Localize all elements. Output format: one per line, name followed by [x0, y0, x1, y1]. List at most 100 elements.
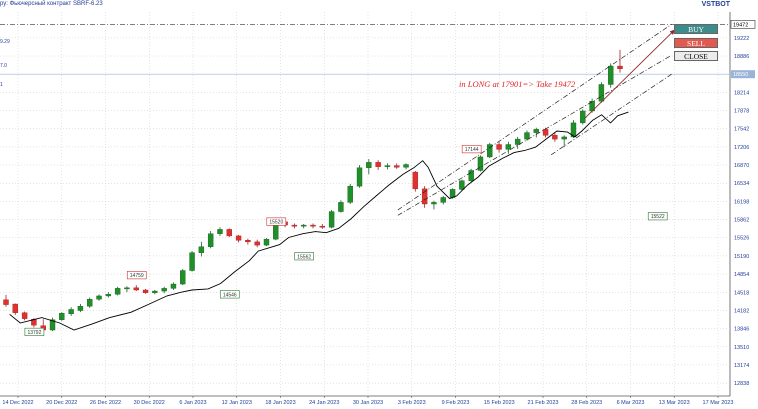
price-label: 14759 — [130, 273, 144, 279]
candle-body — [21, 312, 28, 319]
candle-body — [347, 185, 353, 203]
candle-body — [3, 299, 9, 305]
candle-body — [496, 144, 502, 150]
candle-body — [105, 294, 112, 297]
x-tick-label: 3 Feb 2023 — [398, 400, 426, 406]
x-tick-label: 12 Jan 2023 — [222, 400, 252, 406]
price-label: 17144 — [465, 147, 479, 153]
y-tick-label: 17206 — [734, 145, 749, 151]
price-label: 15520 — [269, 220, 283, 226]
y-tick-label: 15190 — [734, 254, 749, 260]
candle-body — [245, 240, 251, 243]
candle-body — [170, 283, 177, 289]
candle-body — [487, 144, 493, 158]
trend-channel-line — [550, 73, 672, 156]
candle-body — [338, 202, 344, 212]
candle-body — [477, 156, 484, 171]
candle-body — [96, 295, 102, 300]
candle-body — [254, 241, 260, 246]
trend-channel-line — [397, 54, 672, 216]
candle-body — [319, 225, 326, 228]
y-tick-label: 16870 — [734, 163, 749, 169]
candle-body — [394, 165, 400, 168]
y-tick-label: 13174 — [734, 363, 749, 369]
candle-body — [59, 313, 65, 320]
candle-body — [226, 229, 232, 237]
y-tick-label: 18886 — [734, 54, 749, 60]
y-tick-label: 13510 — [734, 345, 749, 351]
candle-body — [514, 138, 521, 145]
buy-button[interactable]: BUY — [674, 24, 718, 34]
candle-body — [384, 165, 391, 167]
candle-body — [189, 252, 195, 271]
candle-body — [87, 298, 93, 307]
candle-body — [524, 132, 530, 140]
candle-body — [161, 288, 167, 292]
x-tick-label: 13 Mar 2023 — [659, 400, 690, 406]
price-label: 15562 — [297, 254, 311, 260]
trade-annotation: in LONG at 17901=> Take 19472 — [459, 79, 576, 89]
candle-body — [440, 197, 446, 203]
x-tick-label: 21 Feb 2023 — [528, 400, 559, 406]
price-label-box — [126, 271, 147, 280]
x-tick-label: 17 Mar 2023 — [703, 400, 734, 406]
y-tick-label: 12838 — [734, 381, 749, 387]
moving-average-line — [9, 111, 629, 331]
close-button[interactable]: CLOSE — [674, 51, 718, 61]
sell-button[interactable]: SELL — [674, 38, 718, 48]
x-tick-label: 15 Feb 2023 — [484, 400, 515, 406]
y-tick-label: 13846 — [734, 327, 749, 333]
left-value-3: 1 — [0, 82, 3, 88]
candle-body — [542, 129, 549, 136]
x-tick-label: 9 Feb 2023 — [442, 400, 470, 406]
candle-body — [217, 229, 223, 234]
candle-body — [570, 122, 577, 138]
y-tick-label: 18214 — [734, 90, 749, 96]
price-label: 14546 — [223, 292, 237, 298]
current-price-box — [731, 70, 755, 79]
candle-body — [533, 129, 539, 133]
candle-body — [505, 144, 512, 150]
candle-body — [152, 290, 158, 293]
candle-body — [180, 270, 186, 285]
candle-body — [561, 136, 567, 140]
candle-body — [77, 306, 84, 311]
candle-body — [617, 65, 623, 69]
price-label: 13792 — [27, 330, 41, 336]
candle-body — [49, 319, 56, 331]
candle-body — [431, 202, 437, 205]
candle-body — [421, 188, 428, 205]
candle-body — [375, 162, 381, 167]
candle-body — [449, 189, 456, 198]
candle-body — [552, 135, 558, 140]
candle-body — [468, 170, 474, 181]
y-tick-label: 17878 — [734, 109, 749, 115]
candle-body — [356, 167, 363, 187]
current-price-label: 18550 — [733, 72, 748, 78]
y-tick-label: 14182 — [734, 308, 749, 314]
x-tick-label: 20 Dec 2022 — [46, 400, 77, 406]
x-tick-label: 6 Jan 2023 — [179, 400, 206, 406]
candle-body — [235, 235, 242, 241]
candle-body — [328, 211, 335, 228]
y-tick-label: 19222 — [734, 36, 749, 42]
candle-body — [263, 238, 270, 246]
y-tick-label: 17542 — [734, 127, 749, 133]
candle-body — [598, 84, 605, 102]
take-price-label: 19472 — [733, 22, 748, 28]
candle-body — [114, 288, 121, 295]
x-tick-label: 30 Jan 2023 — [353, 400, 383, 406]
take-price-box — [730, 20, 756, 29]
price-label-box — [24, 327, 45, 336]
candle-body — [412, 171, 419, 190]
price-label-box — [294, 252, 314, 261]
target-arrow — [583, 28, 676, 120]
candle-body — [12, 303, 19, 313]
candle-body — [366, 162, 372, 168]
y-tick-label: 15862 — [734, 218, 749, 224]
left-value-1: 9.29 — [0, 39, 10, 45]
x-tick-label: 14 Dec 2022 — [2, 400, 33, 406]
candle-body — [607, 65, 614, 85]
chart-title: ру: Фьючерсный контракт SBRF-6.23 — [0, 1, 103, 7]
